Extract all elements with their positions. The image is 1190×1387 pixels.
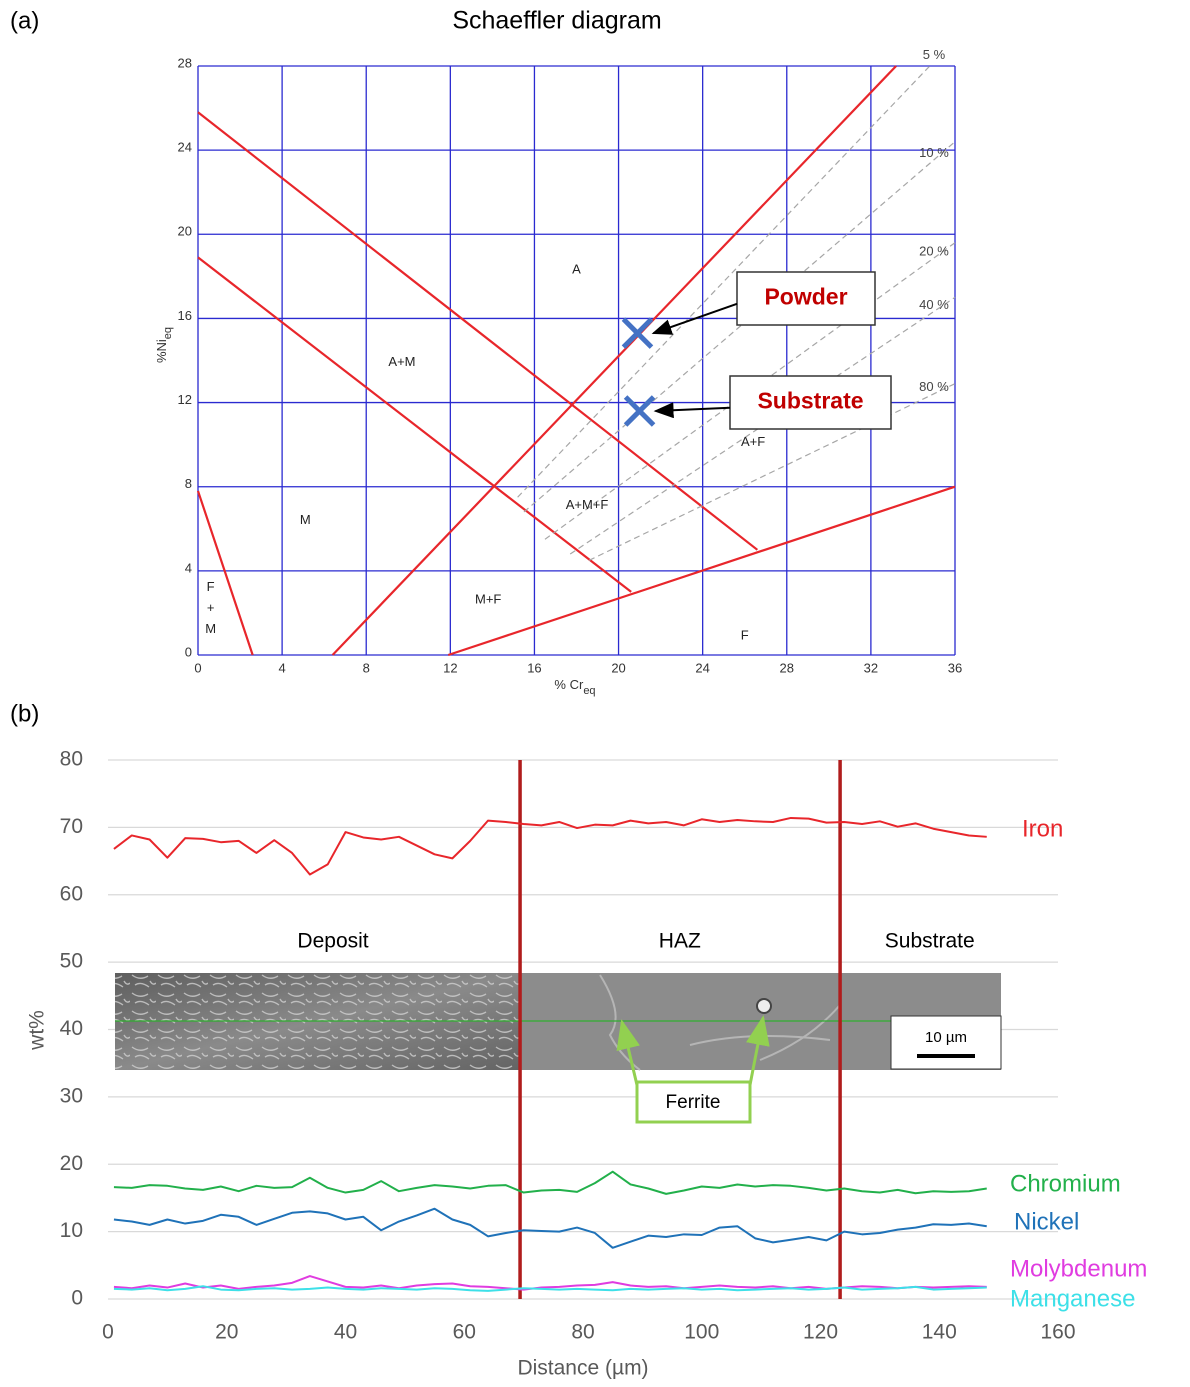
y-tick-label: 28 [178,55,192,70]
callout-box [736,271,876,326]
x-tick-label: 24 [695,660,709,675]
x-tick-label: 32 [864,660,878,675]
x-axis-label-main: % Cr [554,677,584,692]
zone-label: HAZ [659,929,701,952]
y-tick-label: 8 [185,476,192,491]
y-tick-label: 20 [178,224,192,239]
x-tick-label: 100 [684,1321,719,1344]
y-tick-label: 0 [185,644,192,659]
y-tick-label: 10 [60,1219,83,1242]
data-line [113,816,987,876]
legend-label: Molybdenum [1010,1255,1147,1282]
callout-box [729,375,892,430]
scale-bar-label: 10 µm [925,1029,967,1046]
y-tick-label: 30 [60,1084,83,1107]
y-tick-label: 4 [185,560,192,575]
region-label: A [572,261,581,276]
data-line [113,1275,987,1291]
callout-box [635,1080,752,1124]
chart-title: Schaeffler diagram [452,7,661,35]
y-tick-label: 60 [60,882,83,905]
legend-label: Manganese [1010,1285,1135,1312]
data-line [331,65,897,656]
callout-label: Ferrite [666,1092,721,1113]
legend-label: Iron [1022,815,1063,842]
data-line [113,1285,987,1292]
y-tick-label: 12 [178,392,192,407]
y-axis-label-sub: eq [162,327,174,339]
x-tick-label: 20 [611,660,625,675]
y-tick-label: 16 [178,308,192,323]
data-line [196,490,254,656]
y-tick-label: 0 [71,1287,83,1310]
x-axis-label: Distance (µm) [517,1357,648,1380]
y-tick-label: 70 [60,815,83,838]
x-tick-label: 16 [527,660,541,675]
region-label: M+F [475,592,501,607]
region-label: A+M+F [566,497,609,512]
region-label: F [207,579,215,594]
x-tick-label: 160 [1040,1321,1075,1344]
ferrite-label: 40 % [919,297,949,312]
data-line [197,256,632,593]
y-axis-label: %Nieq [154,327,173,363]
ferrite-label: 20 % [919,243,949,258]
ferrite-label: 10 % [919,145,949,160]
callout-arrow [651,302,738,335]
x-tick-label: 20 [215,1321,238,1344]
x-tick-label: 36 [948,660,962,675]
x-tick-label: 28 [780,660,794,675]
data-line [523,141,956,513]
x-tick-label: 40 [334,1321,357,1344]
zone-label: Substrate [885,929,975,952]
y-tick-label: 20 [60,1152,83,1175]
y-axis-label-main: %Ni [154,339,169,363]
x-tick-label: 0 [194,660,201,675]
legend-label: Nickel [1014,1208,1079,1235]
data-line [113,1207,987,1249]
zone-label: Deposit [297,929,368,952]
x-tick-label: 120 [803,1321,838,1344]
scale-bar-box [890,1015,1002,1070]
legend-label: Chromium [1010,1170,1121,1197]
data-line [447,485,956,657]
y-axis-label: wt% [26,1010,49,1051]
panel-label: (a) [10,7,39,34]
x-tick-label: 140 [922,1321,957,1344]
x-axis-label: % Creq [554,677,595,696]
region-label: F [741,628,749,643]
region-label: A+F [741,434,765,449]
callout-arrow [616,1019,640,1086]
callout-label: Substrate [757,388,863,414]
ferrite-label: 80 % [919,379,949,394]
x-axis-label-sub: eq [583,685,595,697]
y-tick-label: 50 [60,950,83,973]
ferrite-label: 5 % [923,47,946,62]
callout-label: Powder [764,284,847,310]
y-tick-label: 80 [60,748,83,771]
region-label: M [300,512,311,527]
y-tick-label: 24 [178,140,192,155]
x-tick-label: 4 [278,660,285,675]
x-tick-label: 80 [571,1321,594,1344]
callout-arrow [746,1015,770,1086]
region-label: M [205,621,216,636]
data-line [113,1170,987,1195]
y-tick-label: 40 [60,1017,83,1040]
data-line [197,111,759,551]
data-line [588,383,956,561]
panel-label: (b) [10,700,39,727]
x-tick-label: 0 [102,1321,114,1344]
x-tick-label: 60 [453,1321,476,1344]
micrograph-particle [756,998,772,1014]
region-label: A+M [388,354,415,369]
x-tick-label: 8 [363,660,370,675]
x-tick-label: 12 [443,660,457,675]
point-marker [621,317,654,349]
point-marker [623,395,656,427]
region-label: + [207,600,215,615]
callout-arrow [653,402,731,419]
